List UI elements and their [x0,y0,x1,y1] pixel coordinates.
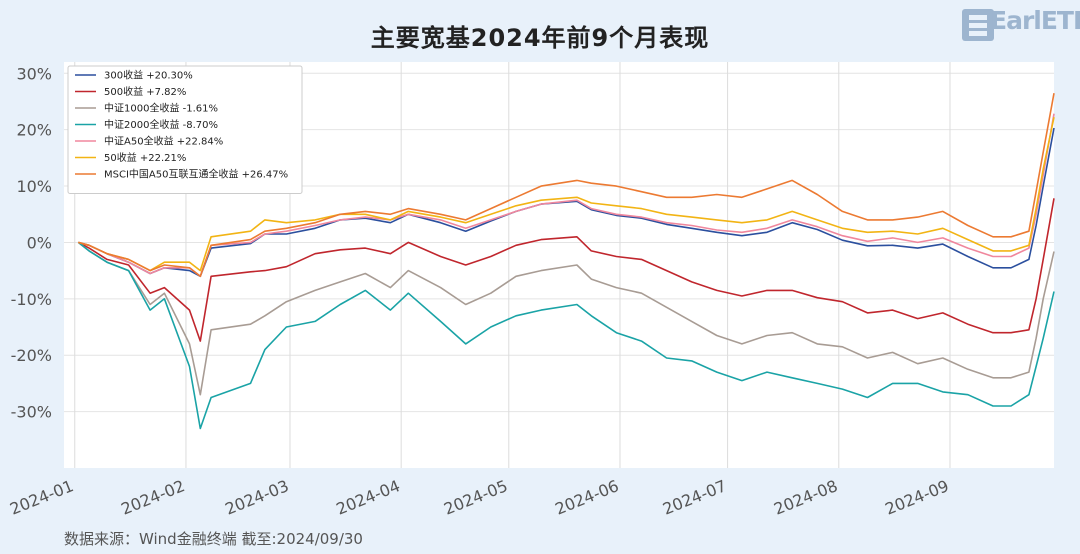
data-source-note: 数据来源：Wind金融终端 截至:2024/09/30 [64,530,363,548]
x-tick-label: 2024-09 [882,476,951,519]
logo-text: EarlETF [990,6,1080,35]
legend: 300收益 +20.30% 500收益 +7.82% 中证1000全收益 -1.61… [67,65,303,194]
legend-label: 中证1000全收益 -1.61% [104,102,218,115]
legend-label: 中证2000全收益 -8.70% [104,118,218,131]
y-tick-label: -10% [11,290,52,309]
y-tick-label: 0% [27,233,52,252]
y-tick-label: -30% [11,403,52,422]
y-tick-label: -20% [11,346,52,365]
series-line-2 [77,241,1055,396]
series-line-5 [78,117,1055,272]
legend-label: MSCI中国A50互联互通全收益 +26.47% [104,168,288,181]
series-line-3 [77,241,1055,430]
legend-label: 50收益 +22.21% [104,151,186,164]
y-tick-label: 30% [16,64,52,83]
chart-title: 主要宽基2024年前9个月表现 [370,24,710,52]
y-tick-label: 20% [16,121,52,140]
series-line-1 [77,198,1055,342]
x-tick-label: 2024-07 [660,476,729,519]
x-tick-label: 2024-03 [222,476,291,519]
brand-logo: EarlETF [962,6,1080,44]
series-lines [77,93,1055,430]
y-tick-label: 10% [16,177,52,196]
logo-mark-icon [962,9,994,41]
x-tick-label: 2024-04 [334,476,403,519]
legend-label: 500收益 +7.82% [104,85,186,98]
x-tick-label: 2024-08 [771,476,840,519]
x-tick-label: 2024-06 [552,476,621,519]
grid-lines [64,62,1054,468]
legend-label: 300收益 +20.30% [104,69,193,82]
legend-label: 中证A50全收益 +22.84% [104,135,223,148]
x-axis-ticks: 2024-01 2024-02 2024-03 2024-04 2024-05 2024-… [7,476,951,519]
x-tick-label: 2024-02 [118,476,187,519]
y-axis-ticks: 30% 20% 10% 0% -10% -20% -30% [11,64,52,421]
series-line-6 [78,93,1055,278]
x-tick-label: 2024-05 [441,476,510,519]
legend-box [67,65,303,194]
x-tick-label: 2024-01 [7,476,76,519]
